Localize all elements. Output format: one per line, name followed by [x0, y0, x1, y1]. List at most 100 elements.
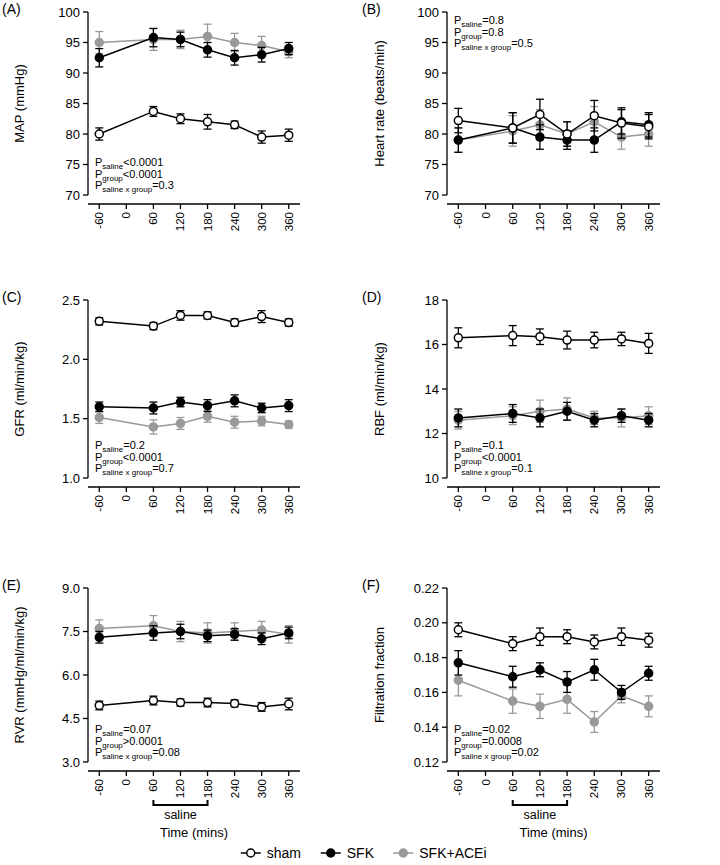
x-tick: [566, 771, 567, 776]
error-cap: [454, 650, 462, 651]
error-cap: [176, 417, 184, 418]
error-cap: [258, 621, 266, 622]
annotation: Psaline x group=0.7: [95, 462, 174, 477]
marker: [590, 136, 598, 144]
legend-label: SFK+ACEi: [419, 845, 486, 861]
error-bar: [563, 630, 571, 644]
period-label: saline: [524, 808, 557, 822]
y-tick: [83, 761, 88, 762]
x-tick-label: -60: [93, 779, 105, 796]
y-tick: [83, 477, 88, 478]
error-bar: [204, 43, 212, 58]
error-bar: [149, 402, 157, 414]
y-tick-label: 70: [425, 188, 439, 203]
error-bar: [231, 319, 239, 326]
error-bar: [454, 651, 462, 675]
error-bar: [536, 99, 544, 129]
x-tick: [126, 487, 127, 492]
x-tick-label: 300: [256, 495, 268, 514]
error-cap: [454, 636, 462, 637]
error-bar: [149, 420, 157, 434]
error-cap: [149, 401, 157, 402]
x-tick: [99, 487, 100, 492]
error-cap: [204, 642, 212, 643]
y-tick: [442, 133, 447, 134]
y-tick: [442, 622, 447, 623]
error-cap: [285, 642, 293, 643]
marker: [95, 54, 103, 62]
error-cap: [509, 636, 517, 637]
error-cap: [95, 619, 103, 620]
y-tick-label: 85: [425, 96, 439, 111]
annotation-subscript: group: [461, 457, 482, 466]
error-cap: [645, 138, 653, 139]
error-cap: [176, 641, 184, 642]
series: [95, 395, 292, 414]
marker: [231, 630, 239, 638]
x-tick-label: 120: [534, 212, 546, 231]
marker: [95, 317, 103, 325]
error-cap: [149, 433, 157, 434]
x-tick: [288, 204, 289, 209]
error-cap: [563, 146, 571, 147]
error-cap: [563, 397, 571, 398]
error-cap: [645, 680, 653, 681]
panel-label: (C): [2, 289, 21, 305]
series-line: [458, 114, 648, 134]
marker: [204, 311, 212, 319]
y-tick-label: 1.5: [62, 411, 80, 426]
error-cap: [509, 146, 517, 147]
marker: [176, 35, 184, 43]
x-tick-label: 60: [147, 495, 159, 508]
error-cap: [285, 141, 293, 142]
error-cap: [617, 699, 625, 700]
error-bar: [231, 700, 239, 707]
error-cap: [454, 674, 462, 675]
y-tick-label: 0.20: [414, 615, 439, 630]
annotation-subscript: group: [102, 174, 123, 183]
error-bar: [204, 312, 212, 319]
error-bar: [176, 30, 184, 48]
error-cap: [617, 107, 625, 108]
error-cap: [590, 130, 598, 131]
data-area: [454, 326, 652, 429]
x-tick: [153, 487, 154, 492]
y-tick: [442, 72, 447, 73]
marker: [258, 133, 266, 141]
y-tick: [442, 42, 447, 43]
error-cap: [149, 413, 157, 414]
x-tick-label: 180: [561, 495, 573, 514]
error-bar: [231, 33, 239, 51]
error-cap: [536, 149, 544, 150]
error-bar: [204, 410, 212, 422]
error-cap: [590, 648, 598, 649]
data-area: [95, 616, 292, 712]
x-axis-label: Time (mins): [160, 825, 228, 840]
x-tick: [621, 204, 622, 209]
error-cap: [563, 671, 571, 672]
error-bar: [617, 409, 625, 427]
error-cap: [563, 419, 571, 420]
x-tick-label: 60: [147, 212, 159, 225]
x-tick-label: 240: [588, 495, 600, 514]
legend-marker: [327, 849, 335, 857]
panel: (C)GFR (ml/min/kg)1.01.52.02.5-600601201…: [2, 289, 300, 514]
x-tick: [288, 771, 289, 776]
error-bar: [285, 421, 293, 428]
error-bar: [645, 407, 653, 425]
x-tick-label: 240: [229, 779, 241, 798]
error-cap: [204, 114, 212, 115]
error-bar: [204, 114, 212, 129]
marker: [590, 718, 598, 726]
error-cap: [176, 638, 184, 639]
marker: [509, 124, 517, 132]
error-cap: [536, 129, 544, 130]
y-tick-label: 9.0: [62, 581, 80, 596]
marker: [95, 701, 103, 709]
error-cap: [536, 676, 544, 677]
marker: [149, 423, 157, 431]
error-cap: [454, 108, 462, 109]
annotation-label: P: [454, 451, 461, 463]
error-cap: [204, 622, 212, 623]
error-cap: [590, 711, 598, 712]
